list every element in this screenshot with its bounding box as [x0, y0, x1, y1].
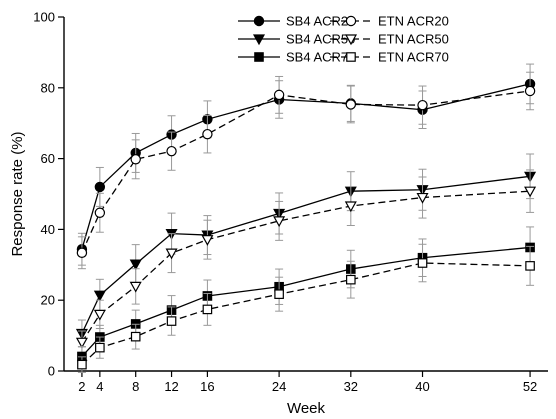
- series-sb4-acr50: [75, 153, 537, 348]
- data-point: [273, 89, 285, 101]
- data-point: [416, 192, 429, 204]
- y-tick-label: 100: [33, 10, 55, 25]
- data-point: [344, 201, 357, 213]
- data-point: [165, 248, 178, 260]
- data-point: [273, 216, 286, 228]
- legend-label: SB4 ACR50: [286, 32, 355, 47]
- legend-item: ETN ACR70: [330, 50, 449, 65]
- x-tick-label: 16: [200, 379, 214, 394]
- x-tick-label: 2: [78, 379, 85, 394]
- legend-item: SB4 ACR70: [238, 50, 355, 65]
- legend: SB4 ACR20 ETN ACR20 SB4 ACR50 ETN ACR50 SB4 …: [238, 14, 449, 65]
- data-point: [524, 186, 537, 198]
- data-point: [93, 290, 106, 302]
- data-point: [129, 259, 142, 271]
- x-tick-label: 52: [523, 379, 537, 394]
- legend-marker: [254, 52, 264, 62]
- data-point: [417, 99, 428, 111]
- plot-area: [75, 63, 537, 373]
- data-point: [525, 261, 535, 271]
- y-axis-title: Response rate (%): [9, 131, 26, 256]
- data-point: [130, 154, 141, 165]
- data-point: [202, 304, 213, 315]
- x-tick-label: 24: [272, 379, 286, 394]
- x-axis-title: Week: [287, 400, 326, 417]
- series-line: [81, 190, 531, 343]
- x-tick-label: 32: [344, 379, 358, 394]
- legend-label: SB4 ACR20: [286, 14, 355, 29]
- series-line: [81, 83, 531, 250]
- series-etn-acr20: [76, 71, 536, 270]
- data-point: [524, 85, 536, 97]
- data-point: [95, 342, 105, 353]
- data-point: [76, 247, 88, 258]
- data-point: [94, 207, 106, 218]
- series-etn-acr50: [75, 169, 537, 355]
- legend-label: ETN ACR50: [378, 32, 449, 47]
- legend-item: ETN ACR50: [330, 32, 449, 47]
- data-point: [93, 309, 106, 321]
- legend-marker: [252, 34, 266, 46]
- x-tick-label: 8: [132, 379, 139, 394]
- y-tick-label: 40: [41, 222, 55, 237]
- y-ticks: 0 20 40 60 80 100: [33, 10, 64, 379]
- data-point: [130, 331, 141, 342]
- y-tick-label: 80: [41, 80, 55, 95]
- data-point: [345, 99, 357, 110]
- y-tick-label: 20: [41, 293, 55, 308]
- data-point: [202, 128, 213, 140]
- axes: [63, 17, 548, 372]
- data-point: [129, 281, 142, 293]
- data-point: [274, 289, 284, 299]
- series-etn-acr70: [77, 243, 535, 373]
- x-tick-label: 12: [164, 379, 178, 394]
- series-sb4-acr70: [77, 226, 535, 367]
- legend-marker: [345, 15, 357, 27]
- data-point: [77, 359, 87, 370]
- legend-marker: [344, 34, 358, 46]
- data-point: [346, 274, 356, 285]
- series-line: [81, 262, 531, 366]
- data-point: [166, 145, 177, 157]
- legend-item: ETN ACR20: [330, 14, 449, 29]
- data-point: [75, 337, 88, 349]
- data-point: [417, 258, 428, 268]
- x-ticks: 2 4 8 12 16 24 32 40 52: [78, 371, 537, 394]
- legend-marker: [253, 15, 265, 27]
- legend-label: ETN ACR70: [378, 50, 449, 65]
- x-tick-label: 40: [415, 379, 429, 394]
- legend-item: SB4 ACR20: [238, 14, 355, 29]
- data-point: [166, 316, 177, 326]
- series-line: [81, 90, 531, 254]
- legend-label: ETN ACR20: [378, 14, 449, 29]
- legend-label: SB4 ACR70: [286, 50, 355, 65]
- x-tick-label: 4: [96, 379, 103, 394]
- data-point: [94, 181, 106, 193]
- legend-item: SB4 ACR50: [238, 32, 355, 47]
- data-point: [201, 235, 214, 246]
- y-tick-label: 60: [41, 151, 55, 166]
- series-sb4-acr20: [76, 63, 536, 266]
- legend-marker: [346, 52, 356, 62]
- y-tick-label: 0: [48, 364, 55, 379]
- series-line: [81, 175, 531, 334]
